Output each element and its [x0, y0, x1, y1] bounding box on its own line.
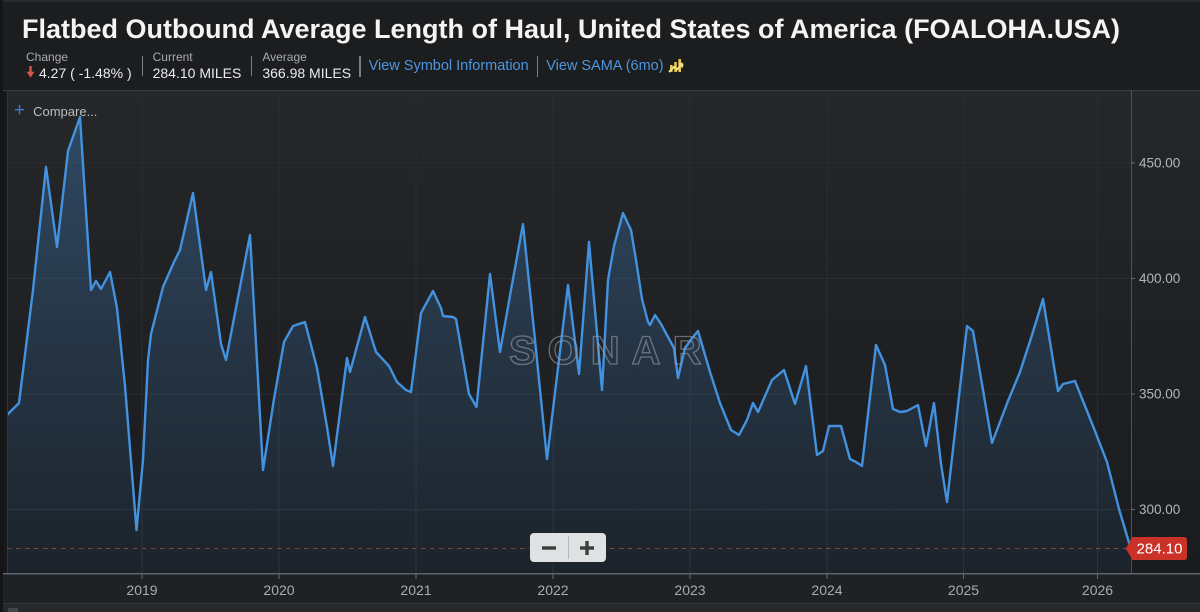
- svg-text:2026: 2026: [1082, 582, 1113, 598]
- svg-text:2021: 2021: [400, 582, 431, 598]
- svg-text:400.00: 400.00: [1139, 271, 1180, 286]
- svg-text:2024: 2024: [811, 582, 842, 598]
- svg-text:284.10: 284.10: [1137, 541, 1183, 558]
- svg-text:2025: 2025: [948, 582, 979, 598]
- svg-text:2019: 2019: [126, 582, 157, 598]
- svg-text:2022: 2022: [537, 582, 568, 598]
- svg-text:2023: 2023: [674, 582, 705, 598]
- svg-text:350.00: 350.00: [1139, 387, 1180, 402]
- svg-text:2020: 2020: [263, 582, 294, 598]
- svg-text:450.00: 450.00: [1139, 156, 1180, 171]
- svg-text:300.00: 300.00: [1139, 502, 1180, 517]
